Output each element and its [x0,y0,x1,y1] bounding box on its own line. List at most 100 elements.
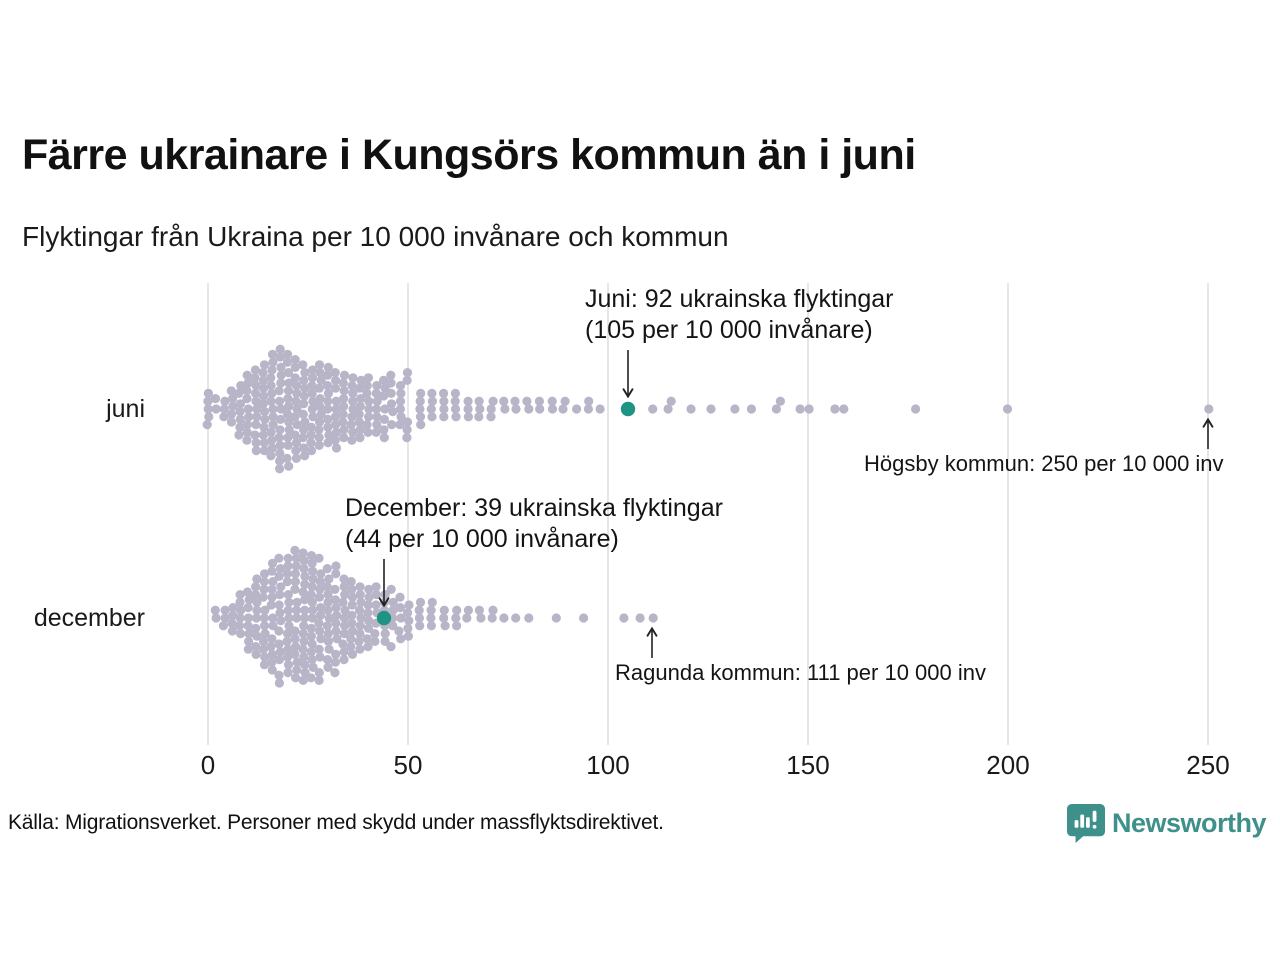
swarm-dot [282,577,292,587]
swarm-dot [572,404,582,414]
swarm-dot [252,412,262,422]
swarm-dot [380,621,390,631]
swarm-dot [306,590,316,600]
swarm-dot [440,621,450,631]
swarm-dot [452,605,462,615]
swarm-dot [355,644,365,654]
swarm-dot [330,368,340,378]
swarm-dot [619,613,629,623]
swarm-dot [500,404,510,414]
swarm-dot [340,605,350,615]
swarm-dot [300,579,310,589]
swarm-dot [300,368,310,378]
swarm-dot [244,636,254,647]
swarm-dot [355,629,365,639]
swarm-dot [299,636,309,647]
swarm-dot [379,375,389,385]
swarm-dot [348,396,358,406]
swarm-dot [534,396,545,406]
swarm-dot [235,613,245,623]
swarm-dot [259,621,270,631]
swarm-dot [354,417,364,427]
swarm-dot [251,396,261,406]
swarm-dot [268,613,278,623]
swarm-dot [306,430,316,440]
swarm-dot [487,613,497,623]
x-tick-label: 100 [586,750,630,780]
swarm-dot [370,629,380,639]
swarm-dot [415,597,426,608]
swarm-dot [242,420,252,430]
swarm-dot [439,613,449,623]
swarm-dot [363,373,373,383]
swarm-dot [268,412,278,422]
swarm-dot [355,425,365,435]
swarm-dot [386,584,396,595]
swarm-dot [363,427,373,437]
swarm-dot [266,451,276,461]
swarm-dot [323,362,333,372]
swarm-dot [267,657,277,667]
swarm-dot [323,404,333,414]
swarm-dot [363,608,373,618]
swarm-dot [274,386,284,396]
highlight-dot [376,610,392,626]
swarm-dot [356,597,366,608]
swarm-dot [339,629,349,639]
swarm-dot [227,626,237,636]
swarm-dot [267,365,277,375]
swarm-dot [595,404,605,414]
swarm-dot [306,446,317,456]
swarm-dot [275,647,285,657]
swarm-dot [462,613,472,623]
swarm-dot [258,644,269,654]
swarm-dot [339,394,349,404]
swarm-dot [259,584,269,595]
swarm-dot [379,605,389,615]
swarm-dot [282,357,293,367]
swarm-dot [284,378,294,388]
swarm-dot [451,412,461,422]
swarm-dot [307,655,317,665]
swarm-dot [427,412,437,422]
x-tick-label: 50 [393,750,423,780]
swarm-dot [226,409,236,419]
swarm-dot [452,621,462,631]
swarm-dot [290,634,300,644]
swarm-dot [323,396,333,406]
swarm-dot [355,433,365,443]
swarm-dot [558,404,568,414]
swarm-dot [307,558,317,569]
swarm-dot [338,597,348,608]
swarm-dot [524,404,534,414]
swarm-dot [291,553,301,563]
swarm-dot [403,608,413,618]
swarm-dot [340,621,350,631]
swarm-dot [316,634,326,644]
swarm-dot [355,582,365,592]
swarm-dot [804,404,814,414]
swarm-dot [362,420,372,430]
swarm-dot [244,412,254,422]
swarm-dot [258,368,268,378]
swarm-dot [488,605,498,615]
swarm-dot [291,673,301,683]
swarm-dot [291,561,301,571]
swarm-dot [259,660,270,670]
swarm-dot [210,605,220,615]
swarm-dot [274,655,284,665]
swarm-dot [339,613,349,623]
swarm-dot [292,613,302,623]
swarm-dot [771,404,782,414]
swarm-dot [322,582,332,592]
swarm-dot [315,652,325,662]
swarm-dot [315,610,326,621]
swarm-dot [330,657,340,667]
swarm-dot [402,433,412,443]
swarm-dot [291,605,302,615]
swarm-dot [218,621,228,631]
annotation-hogsby: Högsby kommun: 250 per 10 000 inv [864,451,1224,476]
swarm-dot [414,613,424,623]
swarm-dot [331,427,341,437]
swarm-dot [308,662,318,673]
